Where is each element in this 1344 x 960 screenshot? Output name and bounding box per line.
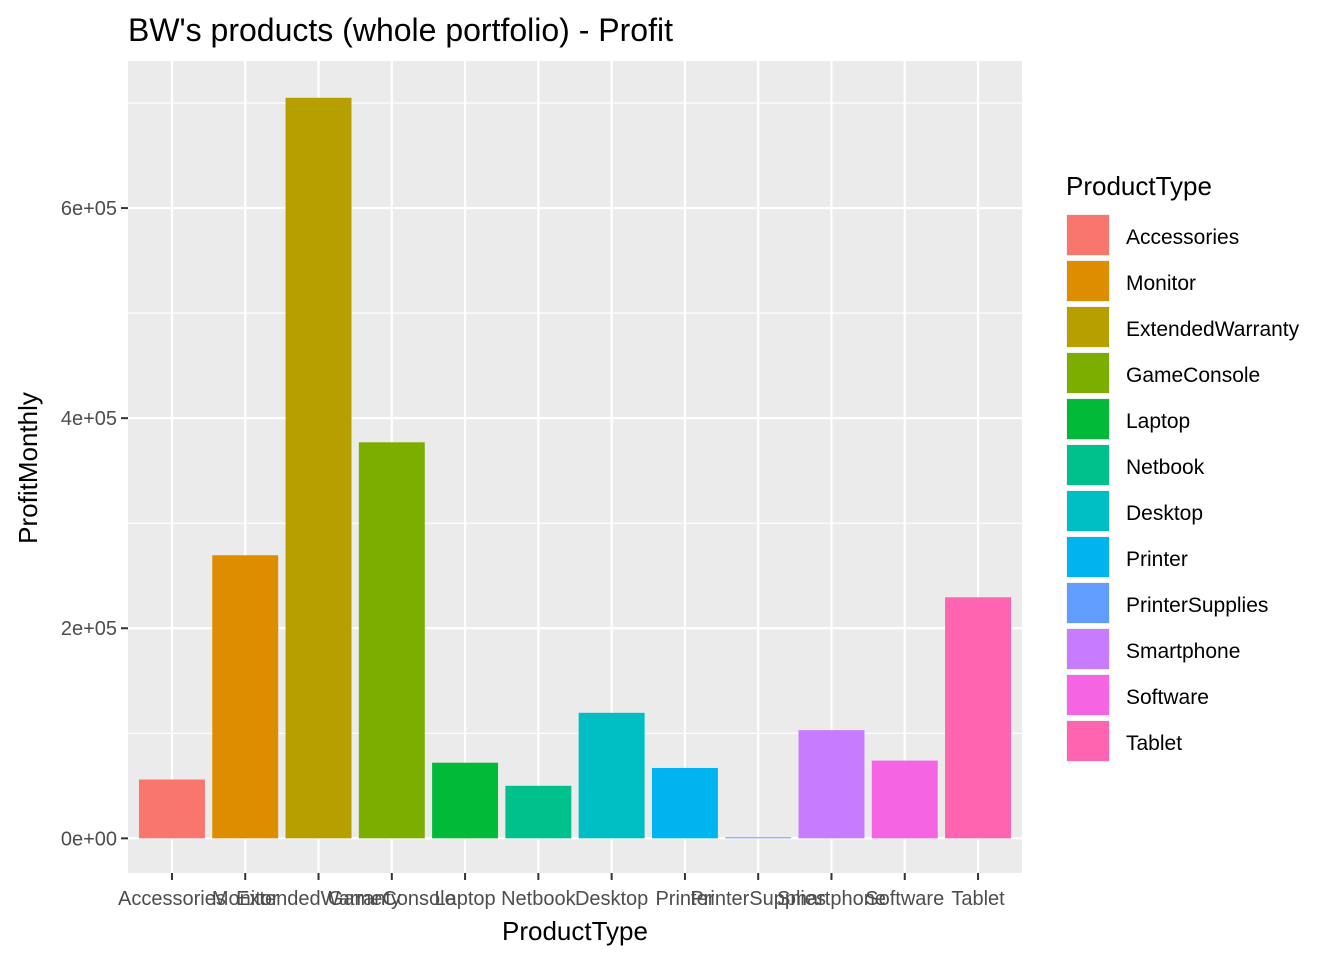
legend-label: Printer: [1126, 548, 1188, 571]
x-tick-label: Smartphone: [777, 888, 886, 910]
x-tick-label: Printer: [655, 888, 714, 910]
bars: [138, 97, 1012, 839]
x-tick-label: Tablet: [951, 888, 1005, 910]
legend-swatch-desktop: [1067, 491, 1109, 531]
legend-label: PrinterSupplies: [1126, 594, 1268, 617]
legend-swatch-game-console: [1067, 353, 1109, 393]
legend: ProductType Accessories Monitor ExtendedWa…: [1066, 171, 1300, 762]
x-tick-label: Netbook: [501, 888, 576, 910]
bar-laptop: [432, 762, 499, 839]
chart-title: BW's products (whole portfolio) - Profit: [128, 12, 673, 48]
y-axis-title: ProfitMonthly: [13, 392, 43, 544]
y-tick-label: 0e+00: [61, 828, 117, 850]
bar-software: [871, 760, 938, 839]
y-axis: 0e+00 2e+05 4e+05 6e+05: [61, 198, 128, 850]
legend-items: Accessories Monitor ExtendedWarranty GameCo…: [1066, 214, 1300, 762]
bar-printer: [651, 767, 718, 839]
bar-accessories: [138, 779, 205, 839]
bar-smartphone: [798, 730, 865, 839]
bar-game-console: [358, 442, 425, 839]
legend-swatch-printer-supplies: [1067, 583, 1109, 623]
legend-swatch-accessories: [1067, 215, 1109, 255]
bar-tablet: [945, 597, 1012, 839]
x-tick-label: GameConsole: [328, 888, 456, 910]
bar-netbook: [505, 785, 572, 839]
x-tick-label: Monitor: [212, 888, 279, 910]
x-axis: AccessoriesMonitorExtendedWarrantyGameCo…: [118, 873, 1005, 910]
legend-label: Laptop: [1126, 410, 1190, 433]
bar-desktop: [578, 712, 645, 839]
x-tick-label: Laptop: [434, 888, 495, 910]
legend-swatch-printer: [1067, 537, 1109, 577]
x-axis-title: ProductType: [502, 916, 648, 946]
legend-label: Monitor: [1126, 272, 1196, 295]
legend-label: Netbook: [1126, 456, 1205, 479]
x-tick-label: PrinterSupplies: [690, 888, 826, 910]
legend-swatch-extended-warranty: [1067, 307, 1109, 347]
legend-title: ProductType: [1066, 171, 1212, 201]
legend-swatch-netbook: [1067, 445, 1109, 485]
legend-label: Smartphone: [1126, 640, 1240, 663]
legend-label: Desktop: [1126, 502, 1203, 525]
y-tick-label: 6e+05: [61, 198, 117, 220]
bar-monitor: [212, 555, 279, 839]
x-tick-label: Desktop: [575, 888, 648, 910]
y-tick-label: 2e+05: [61, 618, 117, 640]
x-tick-label: Accessories: [118, 888, 226, 910]
legend-swatch-tablet: [1067, 721, 1109, 761]
legend-label: Software: [1126, 686, 1209, 709]
legend-label: Accessories: [1126, 226, 1239, 249]
x-tick-label: ExtendedWarranty: [236, 888, 401, 910]
legend-swatch-laptop: [1067, 399, 1109, 439]
legend-label: Tablet: [1126, 732, 1182, 755]
legend-label: ExtendedWarranty: [1126, 318, 1300, 341]
x-tick-label: Software: [865, 888, 944, 910]
legend-swatch-monitor: [1067, 261, 1109, 301]
bar-printer-supplies: [725, 837, 792, 839]
bar-extended-warranty: [285, 97, 352, 839]
legend-label: GameConsole: [1126, 364, 1260, 387]
y-tick-label: 4e+05: [61, 408, 117, 430]
legend-swatch-smartphone: [1067, 629, 1109, 669]
legend-swatch-software: [1067, 675, 1109, 715]
